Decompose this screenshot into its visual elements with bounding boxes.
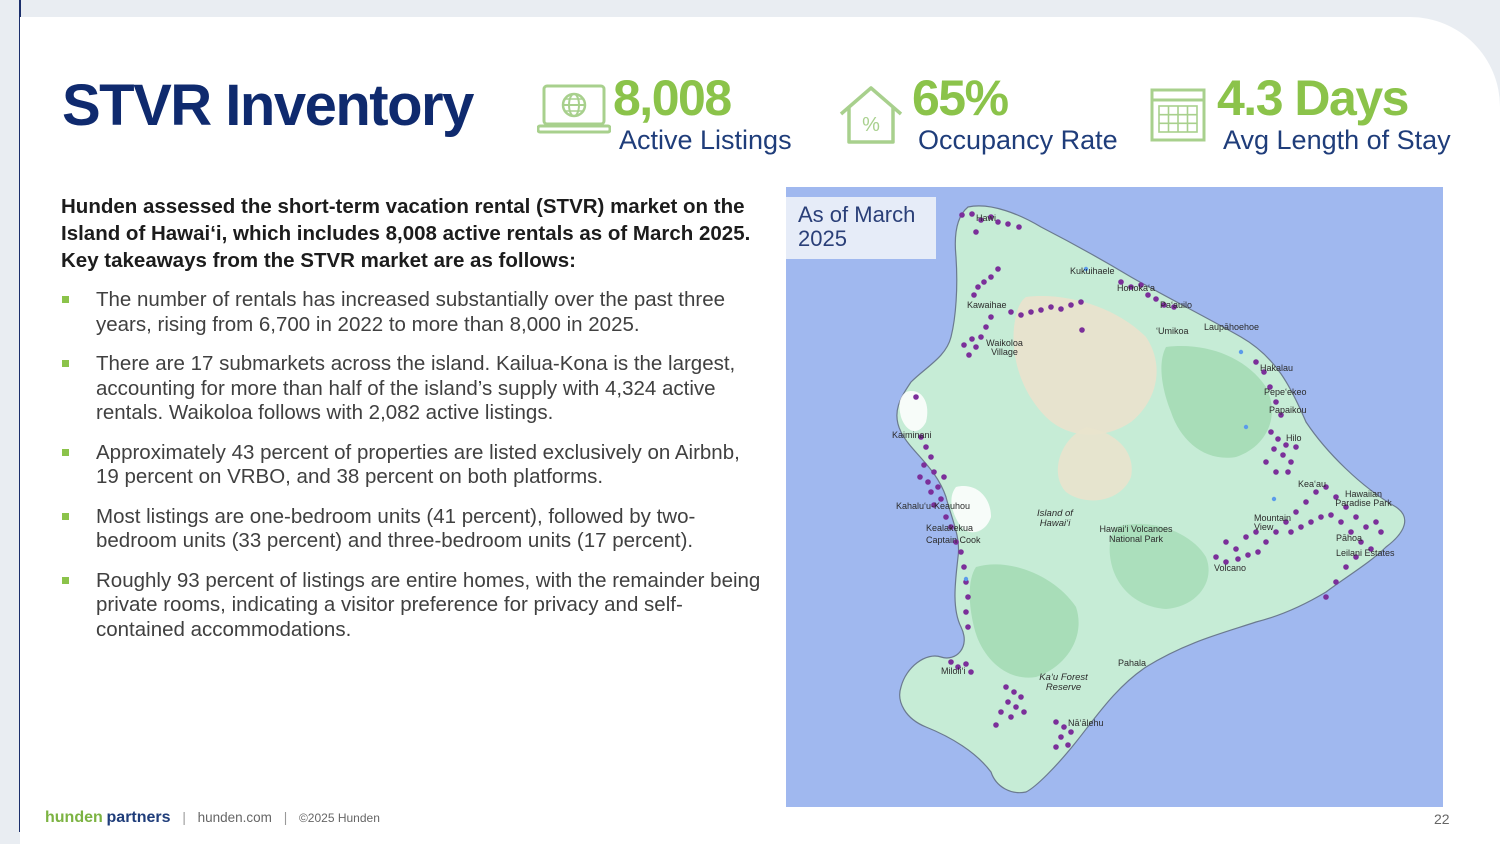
- page-number: 22: [1434, 811, 1450, 827]
- list-item: Most listings are one-bedroom units (41 …: [61, 505, 761, 554]
- footer-divider: |: [182, 810, 186, 825]
- footer-brand-partners: partners: [106, 809, 171, 826]
- laptop-globe-icon: [536, 82, 612, 143]
- stvr-map[interactable]: As of March 2025 Hawi Kukuihaele Honoka‘…: [786, 187, 1443, 807]
- stat-avg-length-of-stay: 4.3 Days Avg Length of Stay: [1150, 70, 1470, 160]
- place-label: Hawi: [976, 213, 997, 223]
- map-date-badge: As of March 2025: [786, 197, 936, 259]
- list-item-text: Most listings are one-bedroom units (41 …: [96, 504, 696, 553]
- page-title: STVR Inventory: [62, 73, 474, 138]
- place-label: Captain Cook: [926, 535, 981, 545]
- list-item: Approximately 43 percent of properties a…: [61, 441, 761, 490]
- list-item-text: Approximately 43 percent of properties a…: [96, 440, 740, 489]
- place-label: Volcano: [1214, 563, 1247, 573]
- stat-value: 8,008: [613, 70, 732, 126]
- place-label: Island of Hawai‘i: [1037, 508, 1073, 529]
- list-item-text: There are 17 submarkets across the islan…: [96, 352, 736, 424]
- place-label: Hawaiian Paradise Park: [1335, 489, 1392, 508]
- list-item-text: Roughly 93 percent of listings are entir…: [96, 568, 761, 641]
- intro-paragraph: Hunden assessed the short-term vacation …: [61, 195, 751, 272]
- bullet-square-icon: [62, 360, 69, 367]
- stat-label: Avg Length of Stay: [1223, 125, 1451, 155]
- island-map-graphic: [896, 205, 1406, 794]
- place-label: ‘Umikoa: [1156, 326, 1189, 336]
- stat-label: Active Listings: [619, 125, 792, 155]
- place-label: Laupāhoehoe: [1204, 322, 1260, 332]
- bullet-square-icon: [62, 296, 69, 303]
- stat-value: 4.3 Days: [1217, 70, 1409, 126]
- footer-copyright: ©2025 Hunden: [298, 811, 380, 825]
- footer-website[interactable]: hunden.com: [197, 810, 272, 825]
- stat-occupancy-rate: % 65% Occupancy Rate: [838, 70, 1138, 160]
- place-label: Miloli‘i: [941, 666, 966, 676]
- place-label: Nā‘ālehu: [1068, 718, 1104, 728]
- place-label: Pāhoa: [1336, 533, 1363, 543]
- place-label: Pahala: [1118, 658, 1147, 668]
- place-label: Papaikou: [1269, 405, 1307, 415]
- place-label: Kealakekua: [926, 523, 974, 533]
- bullet-square-icon: [62, 576, 69, 584]
- list-item: There are 17 submarkets across the islan…: [61, 352, 761, 426]
- place-label: Leilani Estates: [1336, 548, 1395, 558]
- place-label: Hawai‘i Volcanoes National Park: [1099, 524, 1173, 544]
- takeaways-list: The number of rentals has increased subs…: [61, 288, 761, 657]
- list-item-text: The number of rentals has increased subs…: [96, 288, 726, 336]
- footer-divider: |: [283, 810, 288, 825]
- svg-text:%: %: [862, 114, 880, 136]
- stat-value: 65%: [912, 70, 1009, 126]
- place-label: Kea‘au: [1298, 479, 1327, 489]
- place-label: Honoka‘a: [1117, 283, 1156, 293]
- place-label: Pepe‘ekeo: [1264, 387, 1307, 397]
- place-label: Mountain View: [1254, 513, 1292, 532]
- stat-label: Occupancy Rate: [918, 125, 1118, 155]
- bullet-square-icon: [62, 448, 69, 456]
- place-label: Kaiminani: [892, 430, 932, 440]
- place-label: Ka‘u Forest Reserve: [1039, 672, 1088, 693]
- footer-brand-hunden: hunden: [45, 809, 103, 826]
- place-label: Waikoloa Village: [986, 338, 1023, 357]
- footer: hunden partners | hunden.com | ©2025 Hun…: [45, 809, 380, 827]
- stat-active-listings: 8,008 Active Listings: [536, 70, 817, 160]
- place-label: Kawaihae: [967, 300, 1007, 310]
- list-item: Roughly 93 percent of listings are entir…: [61, 569, 761, 643]
- map-date-badge-text: As of March 2025: [798, 202, 916, 251]
- place-label: Pa‘auilo: [1160, 300, 1193, 310]
- place-label: Kahalu‘u-Keauhou: [896, 501, 971, 511]
- place-label: Kukuihaele: [1070, 266, 1115, 276]
- list-item: The number of rentals has increased subs…: [61, 288, 761, 337]
- place-label: Hakalau: [1260, 363, 1294, 373]
- place-label: Hilo: [1286, 433, 1302, 443]
- calendar-icon: [1150, 86, 1206, 147]
- house-percent-icon: %: [838, 84, 904, 151]
- bullet-square-icon: [62, 512, 69, 520]
